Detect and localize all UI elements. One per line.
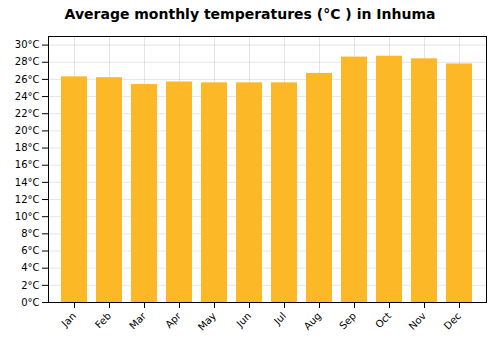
svg-text:4°C: 4°C (21, 262, 39, 273)
svg-text:Nov: Nov (407, 310, 429, 332)
svg-text:14°C: 14°C (15, 177, 40, 188)
svg-text:26°C: 26°C (15, 74, 40, 85)
svg-text:8°C: 8°C (21, 228, 39, 239)
svg-text:Feb: Feb (93, 310, 113, 330)
svg-text:2°C: 2°C (21, 280, 39, 291)
svg-text:12°C: 12°C (15, 194, 40, 205)
svg-text:16°C: 16°C (15, 159, 40, 170)
svg-text:22°C: 22°C (15, 108, 40, 119)
svg-text:May: May (196, 310, 218, 332)
svg-text:18°C: 18°C (15, 142, 40, 153)
svg-text:Aug: Aug (302, 310, 324, 332)
svg-text:0°C: 0°C (21, 297, 39, 308)
svg-text:10°C: 10°C (15, 211, 40, 222)
svg-text:Oct: Oct (373, 310, 393, 330)
html-text:Average monthly temperatures (: Average monthly temperatures (°C ) in In… (64, 6, 436, 22)
svg-text:30°C: 30°C (15, 39, 40, 50)
svg-text:Dec: Dec (442, 310, 463, 331)
svg-text:Jul: Jul (271, 310, 288, 327)
svg-text:Jan: Jan (59, 310, 78, 329)
svg-text:Sep: Sep (337, 310, 358, 331)
svg-text:24°C: 24°C (15, 91, 40, 102)
svg-text:Mar: Mar (127, 310, 149, 332)
svg-text:Apr: Apr (163, 310, 184, 331)
svg-text:28°C: 28°C (15, 56, 40, 67)
svg-text:20°C: 20°C (15, 125, 40, 136)
svg-text:Jun: Jun (234, 310, 254, 330)
svg-text:6°C: 6°C (21, 245, 39, 256)
